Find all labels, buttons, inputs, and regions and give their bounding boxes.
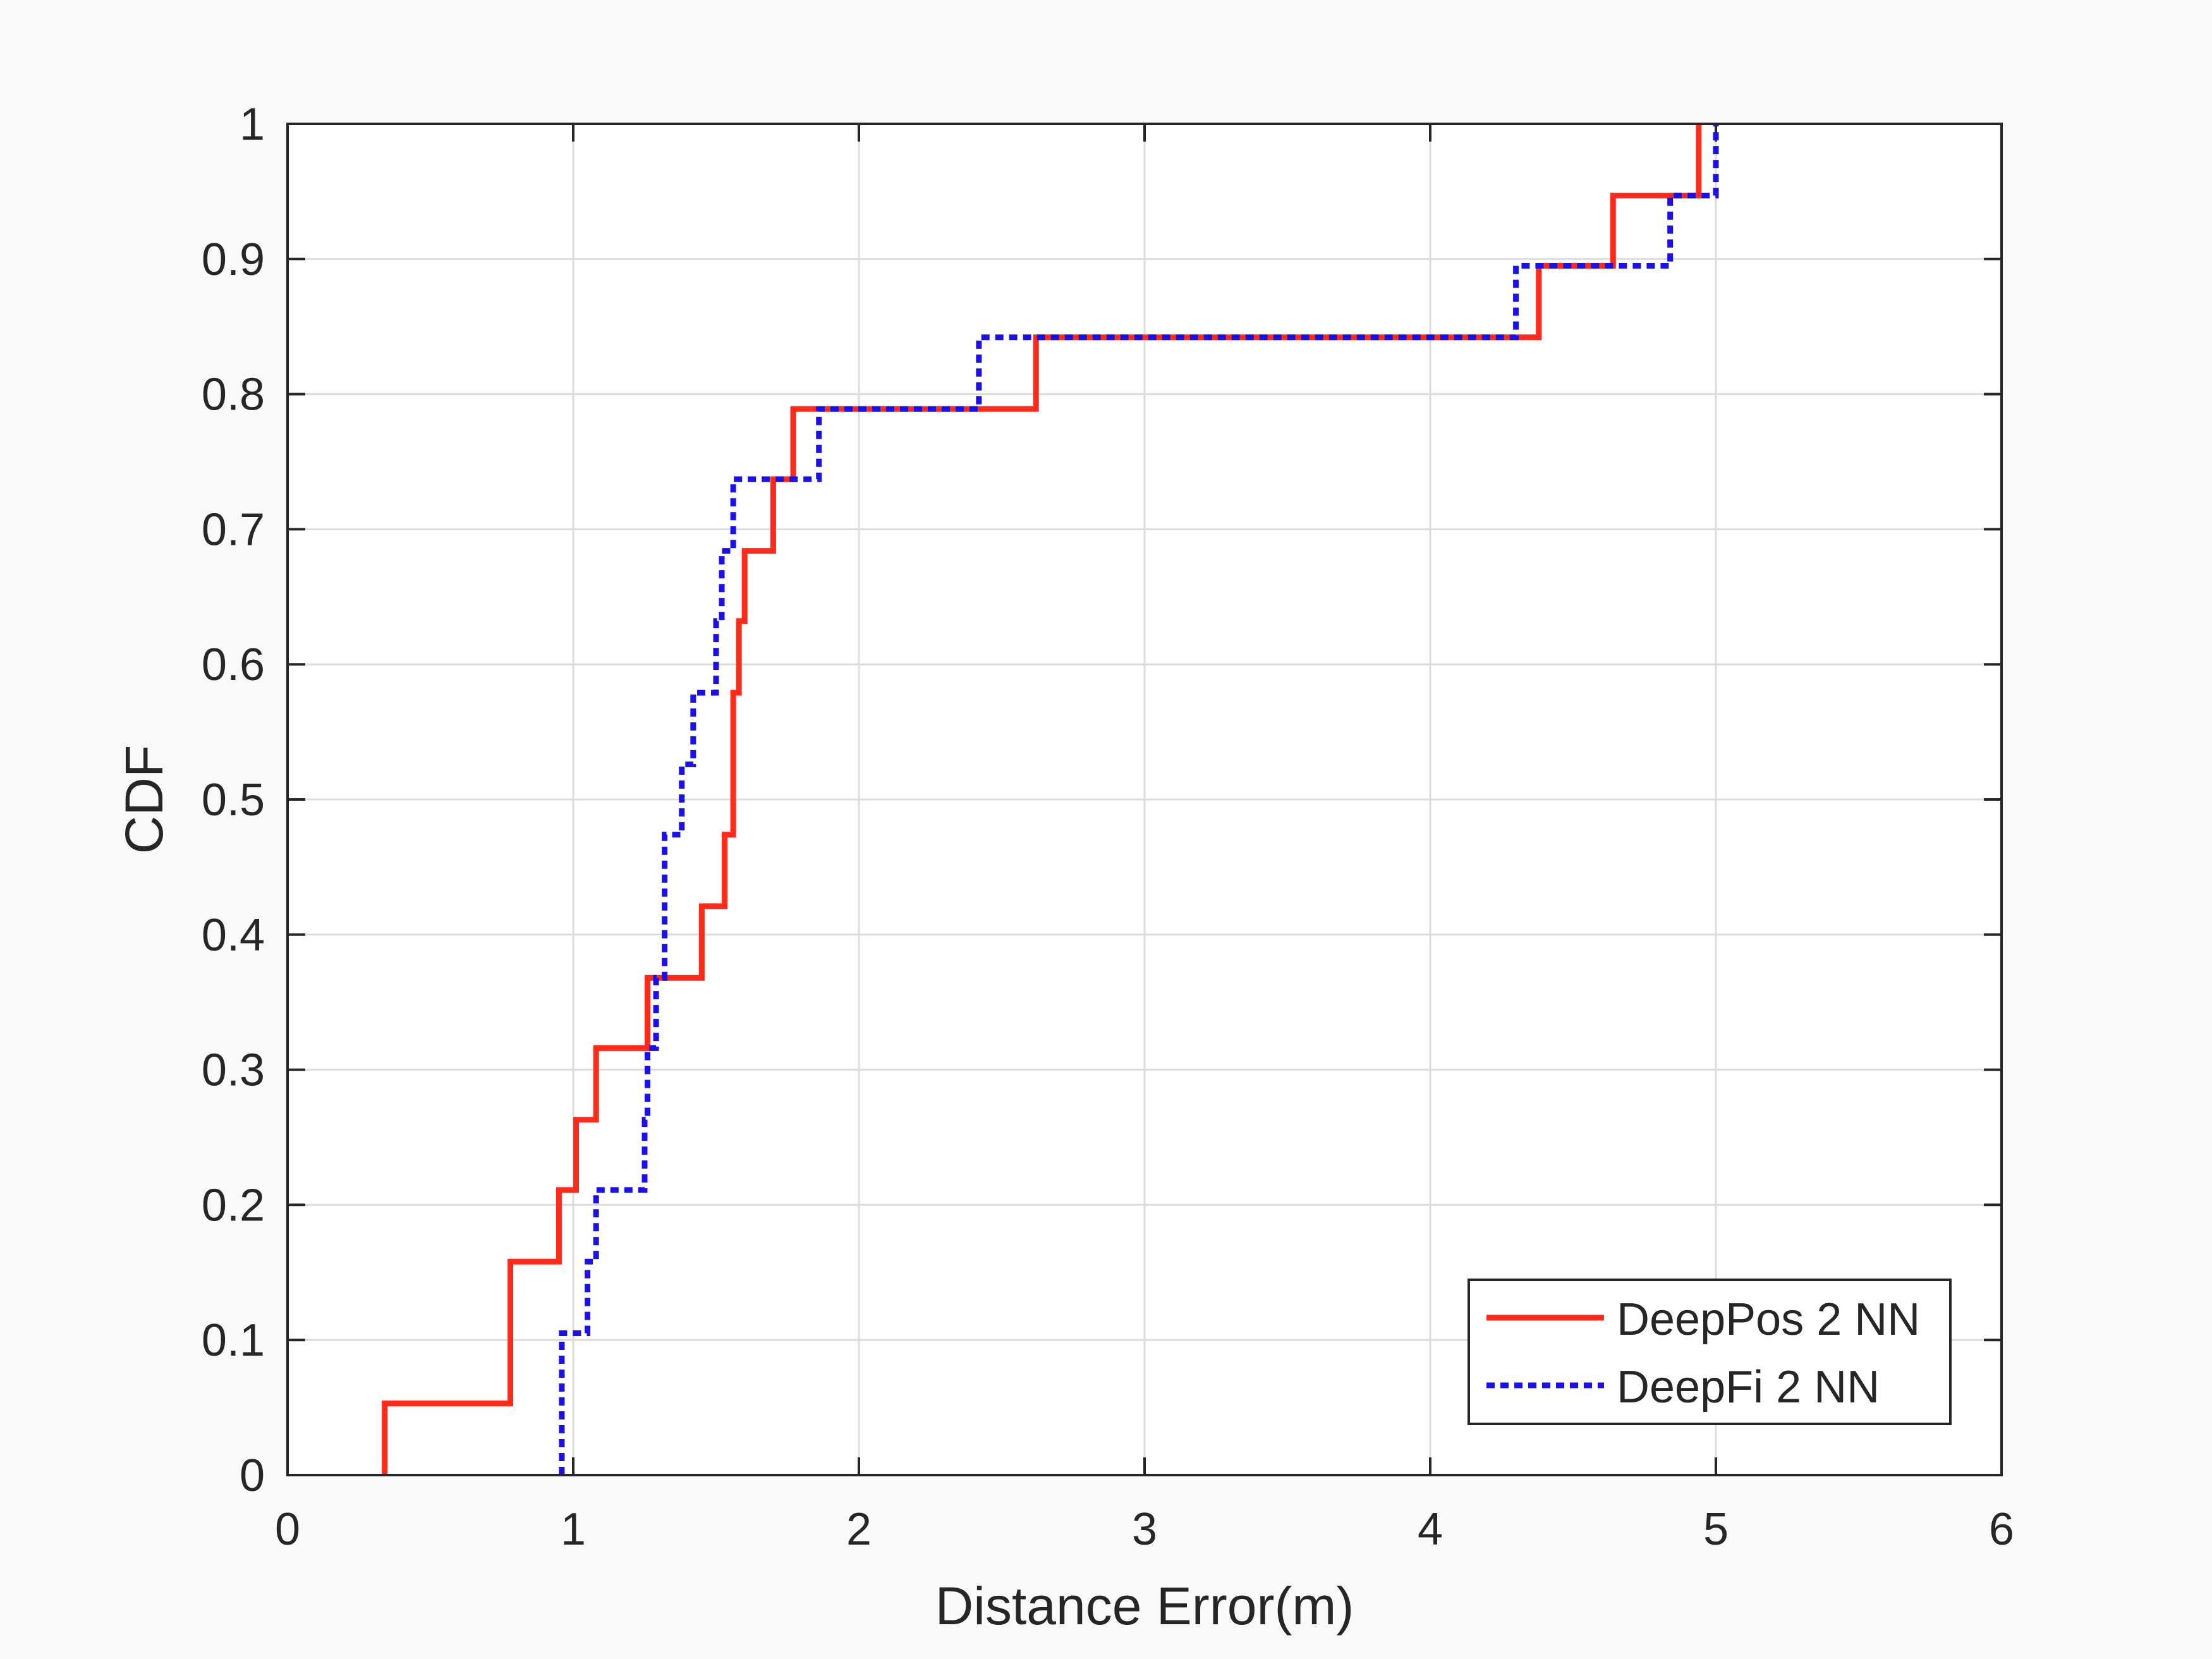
x-tick-label: 2	[846, 1504, 872, 1555]
legend-label-deepfi: DeepFi 2 NN	[1617, 1362, 1880, 1413]
legend: DeepPos 2 NN DeepFi 2 NN	[1468, 1279, 1952, 1425]
y-tick-label: 0.1	[202, 1315, 265, 1366]
x-tick-label: 3	[1132, 1504, 1157, 1555]
y-tick-label: 0.2	[202, 1180, 265, 1231]
x-tick-label: 5	[1703, 1504, 1729, 1555]
axes-box	[286, 123, 2003, 1476]
series-layer	[382, 124, 1719, 1475]
y-tick-label: 0.4	[202, 910, 265, 961]
y-tick-label: 0.8	[202, 370, 265, 420]
x-tick-label: 1	[561, 1504, 586, 1555]
y-tick-label: 0	[240, 1450, 265, 1501]
x-tick-label: 6	[1989, 1504, 2014, 1555]
y-tick-label: 1	[240, 99, 265, 150]
y-tick-label: 0.9	[202, 234, 265, 285]
series-line-deepfi-2-nn	[559, 124, 1719, 1475]
legend-label-deeppos: DeepPos 2 NN	[1617, 1294, 1920, 1345]
y-tick-label: 0.7	[202, 504, 265, 555]
x-tick-label: 4	[1418, 1504, 1443, 1555]
y-tick-label: 0.3	[202, 1045, 265, 1096]
x-tick-label: 0	[275, 1504, 300, 1555]
y-axis-label: CDF	[114, 745, 174, 854]
legend-box	[1468, 1279, 1952, 1425]
y-tick-label: 0.6	[202, 640, 265, 690]
y-tick-label: 0.5	[202, 775, 265, 825]
x-axis-label: Distance Error(m)	[935, 1576, 1354, 1636]
tick-labels: 0 1 2 3 4 5 6 0 0.1 0.2 0.3 0.4 0.5 0.6 0.7 0.8 0.9 1	[202, 99, 2014, 1555]
